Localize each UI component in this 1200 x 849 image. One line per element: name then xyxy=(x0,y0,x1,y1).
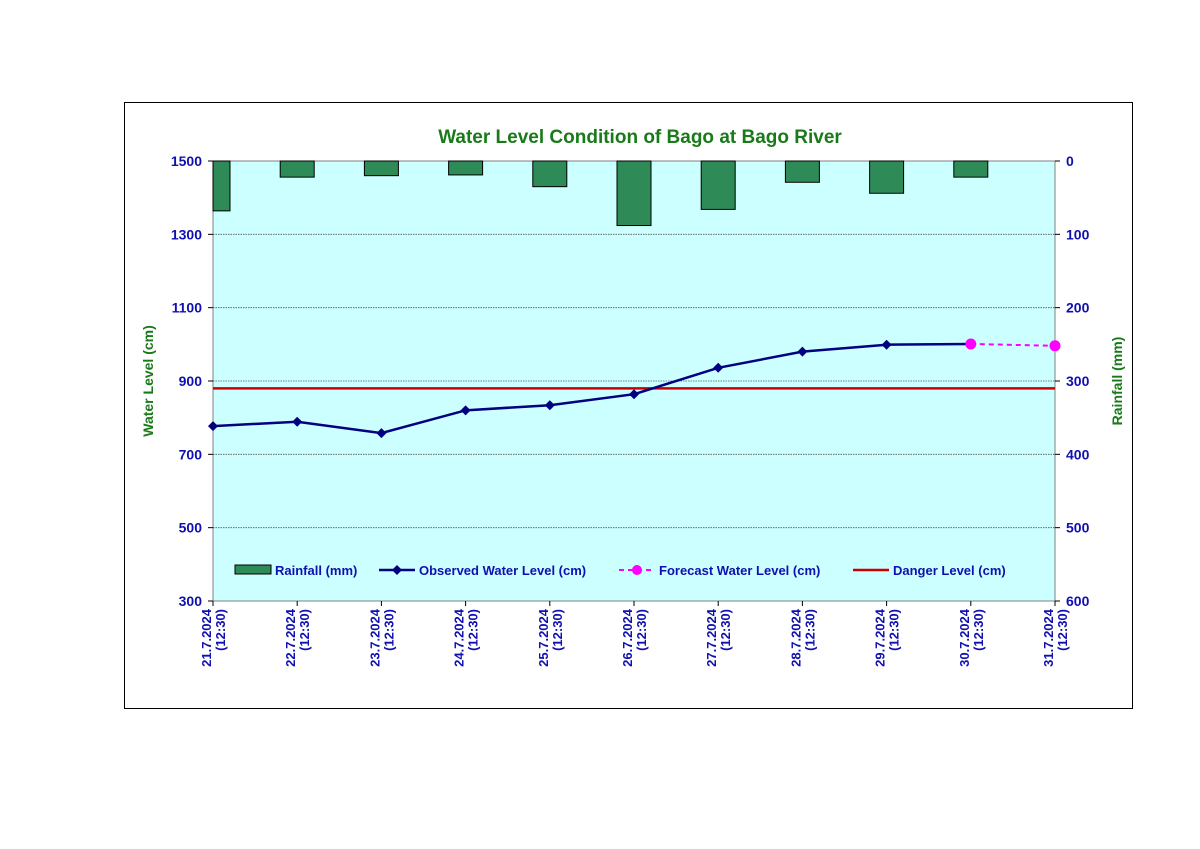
x-tick-label: 31.7.2024(12:30) xyxy=(1041,608,1070,667)
x-tick-label-line: (12:30) xyxy=(381,609,396,651)
x-tick-label-line: (12:30) xyxy=(297,609,312,651)
y-tick-label: 900 xyxy=(179,373,203,389)
x-tick-label: 23.7.2024(12:30) xyxy=(367,608,396,667)
x-tick-label: 27.7.2024(12:30) xyxy=(704,608,733,667)
x-tick-label: 29.7.2024(12:30) xyxy=(873,608,902,667)
y-tick-label: 1300 xyxy=(171,226,202,242)
legend-label-rainfall: Rainfall (mm) xyxy=(275,563,357,578)
x-tick-label-line: 23.7.2024 xyxy=(367,608,382,667)
rainfall-bars xyxy=(212,160,989,227)
x-tick-label-line: (12:30) xyxy=(718,609,733,651)
rainfall-bar xyxy=(616,160,652,227)
rainfall-bar xyxy=(532,160,568,188)
y2-tick-label: 0 xyxy=(1066,153,1074,169)
y2-tick-label: 600 xyxy=(1066,593,1090,609)
observed-water-level-line xyxy=(208,338,976,439)
observed-point xyxy=(208,421,218,432)
y2-tick-label: 500 xyxy=(1066,520,1090,536)
right-axis-ticks: 0 100 200 300 400 500 600 xyxy=(1055,153,1090,609)
x-tick-label: 25.7.2024(12:30) xyxy=(536,608,565,667)
observed-point xyxy=(629,389,639,400)
x-tick-label-line: 26.7.2024 xyxy=(620,608,635,667)
x-tick-label: 28.7.2024(12:30) xyxy=(788,608,817,667)
legend-marker-forecast xyxy=(632,565,642,575)
x-tick-label-line: 30.7.2024 xyxy=(957,608,972,667)
x-tick-label-line: 22.7.2024 xyxy=(283,608,298,667)
y-axis-label: Water Level (cm) xyxy=(140,325,156,437)
observed-point xyxy=(544,400,555,411)
forecast-point xyxy=(965,338,977,350)
x-tick-label: 30.7.2024(12:30) xyxy=(957,608,986,667)
x-tick-label-line: 24.7.2024 xyxy=(452,608,467,667)
x-tick-label: 24.7.2024(12:30) xyxy=(452,608,481,667)
x-tick-label-line: 21.7.2024 xyxy=(199,608,214,667)
forecast-point xyxy=(1049,340,1061,352)
y-tick-label: 500 xyxy=(179,520,203,536)
x-tick-label-line: (12:30) xyxy=(1055,609,1070,651)
x-tick-label-line: 28.7.2024 xyxy=(788,608,803,667)
left-axis-ticks: 300 500 700 900 1100 1300 1500 xyxy=(171,153,213,609)
observed-series-line xyxy=(212,342,971,435)
x-tick-label-line: (12:30) xyxy=(213,609,228,651)
legend-label-forecast: Forecast Water Level (cm) xyxy=(659,563,820,578)
x-tick-label-line: (12:30) xyxy=(887,609,902,651)
rainfall-bar xyxy=(279,160,315,178)
legend: Rainfall (mm) Observed Water Level (cm) … xyxy=(234,563,1006,578)
y2-tick-label: 400 xyxy=(1066,446,1090,462)
x-tick-label: 26.7.2024(12:30) xyxy=(620,608,649,667)
chart-title: Water Level Condition of Bago at Bago Ri… xyxy=(438,127,842,148)
y2-tick-label: 300 xyxy=(1066,373,1090,389)
x-tick-label-line: 31.7.2024 xyxy=(1041,608,1056,667)
legend-label-danger: Danger Level (cm) xyxy=(893,563,1006,578)
y-tick-label: 300 xyxy=(179,593,203,609)
y-tick-label: 700 xyxy=(179,446,203,462)
rainfall-bar xyxy=(953,160,989,178)
rainfall-bar xyxy=(784,160,820,183)
legend-marker-observed xyxy=(392,565,402,575)
x-tick-label-line: 27.7.2024 xyxy=(704,608,719,667)
observed-point xyxy=(881,339,892,350)
legend-label-observed: Observed Water Level (cm) xyxy=(419,563,586,578)
rainfall-bar xyxy=(212,160,231,212)
forecast-water-level-line xyxy=(965,338,1061,352)
x-tick-label-line: 25.7.2024 xyxy=(536,608,551,667)
observed-point xyxy=(460,405,471,416)
y-tick-label: 1500 xyxy=(171,153,202,169)
x-tick-label: 22.7.2024(12:30) xyxy=(283,608,312,667)
x-tick-label-line: 29.7.2024 xyxy=(873,608,888,667)
x-tick-label-line: (12:30) xyxy=(802,609,817,651)
rainfall-bar xyxy=(869,160,905,194)
y2-axis-label: Rainfall (mm) xyxy=(1109,337,1125,426)
x-tick-label: 21.7.2024(12:30) xyxy=(199,608,228,667)
observed-point xyxy=(797,346,808,357)
observed-point xyxy=(376,428,387,439)
observed-point xyxy=(713,362,724,373)
y2-tick-label: 200 xyxy=(1066,300,1090,316)
x-tick-label-line: (12:30) xyxy=(634,609,649,651)
rainfall-bar xyxy=(448,160,484,176)
gridlines xyxy=(213,233,1055,529)
x-tick-label-line: (12:30) xyxy=(550,609,565,651)
y-tick-label: 1100 xyxy=(172,300,203,316)
rainfall-bar xyxy=(700,160,736,210)
chart: 300 500 700 900 1100 1300 1500 0 100 200 300 400 50… xyxy=(140,127,1125,667)
observed-point xyxy=(292,416,303,427)
x-axis-ticks: 21.7.2024(12:30) 22.7.2024(12:30) 23.7.202… xyxy=(199,601,1070,667)
x-tick-label-line: (12:30) xyxy=(971,609,986,651)
chart-frame: 300 500 700 900 1100 1300 1500 0 100 200 300 400 50… xyxy=(124,102,1133,709)
rainfall-bar xyxy=(363,160,399,177)
x-tick-label-line: (12:30) xyxy=(466,609,481,651)
y2-tick-label: 100 xyxy=(1066,226,1090,242)
legend-swatch-rainfall xyxy=(234,564,272,575)
